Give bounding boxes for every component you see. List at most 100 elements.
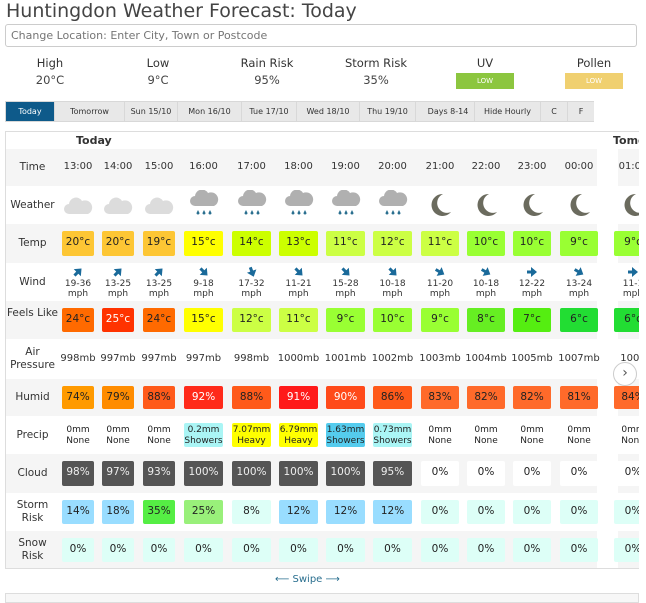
precip-amount: 1.63mm xyxy=(326,425,365,435)
wind-unit: mph xyxy=(475,289,497,299)
temp-cell: 12°c xyxy=(373,231,412,256)
storm-risk-cell: 12% xyxy=(373,500,412,524)
tab-today[interactable]: Today xyxy=(5,101,54,122)
option-hide-hourly[interactable]: Hide Hourly xyxy=(474,101,540,122)
precip-cell: 0.2mm Showers xyxy=(184,423,223,447)
storm-risk-cell: 0% xyxy=(513,500,551,524)
wind-unit: mph xyxy=(521,289,543,299)
wind-unit: mph xyxy=(622,289,639,299)
wind-speed: 17-32 xyxy=(238,279,265,289)
precip-type: None xyxy=(428,436,452,446)
wind-speed: 10-18 xyxy=(379,279,406,289)
temp-cell: 10°c xyxy=(513,231,551,256)
precip-cell: 1.63mm Showers xyxy=(326,423,365,447)
low-value: 9°C xyxy=(147,73,169,87)
wind-speed: 9-18 xyxy=(193,279,214,289)
next-section xyxy=(5,593,639,603)
summary-low: Low 9°C xyxy=(108,56,208,87)
cloud-icon xyxy=(144,194,174,219)
pressure-value: 997mb xyxy=(141,353,177,364)
snow-risk-cell: 0% xyxy=(326,538,365,562)
wind-speed: 13-24 xyxy=(565,279,593,289)
precip-amount: 0.73mm xyxy=(373,425,412,435)
wind-speed: 13-25 xyxy=(145,279,173,289)
humidity-cell: 90% xyxy=(326,386,365,409)
moon-icon xyxy=(425,192,455,221)
moon-icon xyxy=(564,192,594,221)
hour-time: 18:00 xyxy=(284,161,313,172)
tab-mon-16-10[interactable]: Mon 16/10 xyxy=(177,101,241,122)
precip-cell: 0.73mm Showers xyxy=(373,423,412,447)
temp-cell: 15°c xyxy=(184,231,223,256)
wind-speed: 12-22 xyxy=(518,279,546,289)
snow-risk-cell: 0% xyxy=(513,538,551,562)
uv-label: UV xyxy=(476,56,494,70)
precip-type: None xyxy=(147,436,171,446)
rain-cloud-icon xyxy=(189,189,219,223)
storm-risk-cell: 8% xyxy=(232,500,271,524)
snow-risk-cell: 0% xyxy=(184,538,223,562)
feels-like-cell: 25°c xyxy=(102,308,134,332)
tab-thu-19-10[interactable]: Thu 19/10 xyxy=(359,101,415,122)
tab-tomorrow[interactable]: Tomorrow xyxy=(54,101,124,122)
temp-cell: 14°c xyxy=(232,231,271,256)
wind-arrow-icon xyxy=(112,266,124,281)
feels-like-cell: 15°c xyxy=(184,308,223,332)
storm-risk-cell: 25% xyxy=(184,500,223,524)
wind-arrow-icon xyxy=(246,266,258,281)
temp-cell: 13°c xyxy=(279,231,318,256)
option-c[interactable]: C xyxy=(540,101,567,122)
snow-risk-cell: 0% xyxy=(614,538,639,562)
row-label-snow: Snow Risk xyxy=(18,537,47,562)
low-label: Low xyxy=(146,56,170,70)
row-stripe xyxy=(6,149,597,186)
row-label-storm: Storm Risk xyxy=(16,499,49,524)
temp-cell: 20°c xyxy=(62,231,94,256)
summary-storm: Storm Risk 35% xyxy=(326,56,426,87)
tab-tue-17-10[interactable]: Tue 17/10 xyxy=(241,101,296,122)
feels-like-cell: 12°c xyxy=(232,308,271,332)
temp-cell: 19°c xyxy=(143,231,175,256)
hour-time: 00:00 xyxy=(564,161,594,172)
pressure-value: 1000mb xyxy=(277,353,320,364)
row-stripe xyxy=(618,149,639,186)
cloud-cell: 0% xyxy=(467,461,505,486)
precip-amount: 0mm xyxy=(474,425,498,435)
location-search-input[interactable] xyxy=(5,24,637,47)
humidity-cell: 84% xyxy=(614,386,639,409)
snow-risk-cell: 0% xyxy=(232,538,271,562)
wind-speed: 10-18 xyxy=(472,279,500,289)
storm-risk-cell: 0% xyxy=(560,500,598,524)
cloud-cell: 0% xyxy=(614,461,639,486)
cloud-cell: 0% xyxy=(513,461,551,486)
wind-arrow-icon xyxy=(627,266,639,281)
option-f[interactable]: F xyxy=(567,101,594,122)
snow-risk-cell: 0% xyxy=(279,538,318,562)
tab-days-8-14[interactable]: Days 8-14 xyxy=(415,101,480,122)
cloud-cell: 0% xyxy=(560,461,598,486)
wind-unit: mph xyxy=(429,289,451,299)
cloud-cell: 95% xyxy=(373,461,412,486)
tab-wed-18-10[interactable]: Wed 18/10 xyxy=(296,101,359,122)
chevron-right-icon[interactable]: › xyxy=(613,362,637,386)
rain-cloud-icon xyxy=(284,189,314,223)
humidity-cell: 82% xyxy=(513,386,551,409)
pressure-value: 1001mb xyxy=(324,353,367,364)
row-label-cloud: Cloud xyxy=(17,467,48,479)
humidity-cell: 88% xyxy=(143,386,175,409)
precip-amount: 0mm xyxy=(520,425,544,435)
hourly-forecast-table[interactable]: Time Weather Temp Wind Feels Like Air Pressur… xyxy=(5,131,639,569)
humidity-cell: 79% xyxy=(102,386,134,409)
snow-risk-cell: 0% xyxy=(102,538,134,562)
tab-sun-15-10[interactable]: Sun 15/10 xyxy=(124,101,177,122)
snow-risk-cell: 0% xyxy=(143,538,175,562)
swipe-hint: ⟵ Swipe ⟶ xyxy=(275,574,340,585)
feels-like-cell: 9°c xyxy=(326,308,365,332)
snow-risk-cell: 0% xyxy=(62,538,94,562)
storm-risk-cell: 0% xyxy=(421,500,459,524)
hour-time: 15:00 xyxy=(144,161,174,172)
